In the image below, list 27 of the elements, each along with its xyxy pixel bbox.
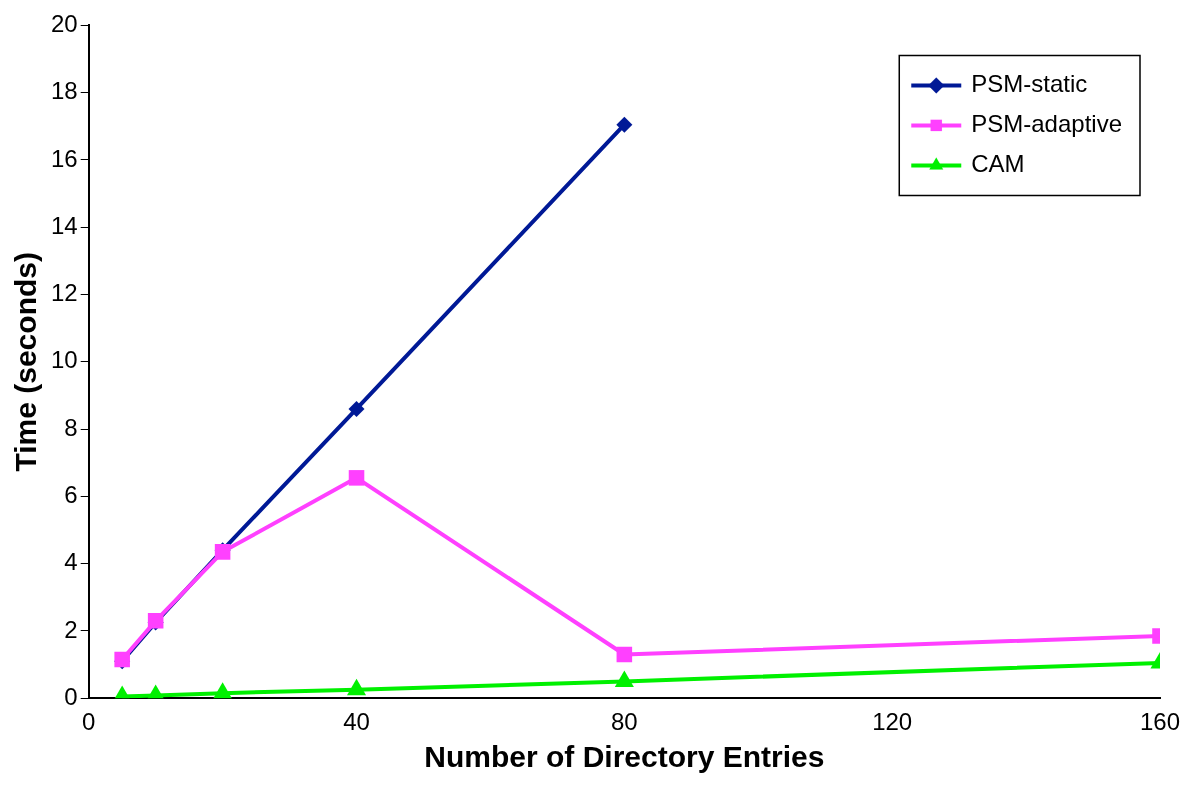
y-tick-label: 20 — [50, 10, 78, 38]
y-tick-label: 16 — [50, 144, 78, 172]
x-tick-label: 80 — [611, 708, 638, 736]
x-tick-label: 120 — [872, 708, 913, 736]
y-tick-label: 18 — [50, 77, 78, 105]
y-tick-label: 0 — [64, 682, 78, 710]
y-tick-label: 6 — [64, 480, 78, 508]
x-axis-title: Number of Directory Entries — [424, 740, 825, 774]
x-tick-label: 0 — [82, 708, 96, 736]
y-tick-label: 2 — [64, 615, 78, 643]
legend-label: PSM-static — [971, 70, 1088, 98]
y-tick-label: 8 — [64, 413, 78, 441]
point — [213, 682, 233, 699]
y-tick-label: 12 — [50, 279, 78, 307]
y-tick-label: 4 — [64, 548, 78, 576]
y-tick-label: 14 — [50, 211, 78, 239]
point — [347, 678, 367, 696]
point — [348, 400, 365, 417]
point — [616, 116, 633, 133]
point — [614, 670, 634, 687]
legend-label: PSM-adaptive — [971, 110, 1123, 138]
legend-label: CAM — [971, 150, 1025, 178]
y-tick-label: 10 — [50, 346, 78, 374]
x-tick-label: 40 — [343, 708, 370, 736]
y-axis-title: Time (seconds) — [9, 252, 43, 472]
point — [348, 470, 365, 486]
x-tick-label: 160 — [1139, 708, 1181, 736]
